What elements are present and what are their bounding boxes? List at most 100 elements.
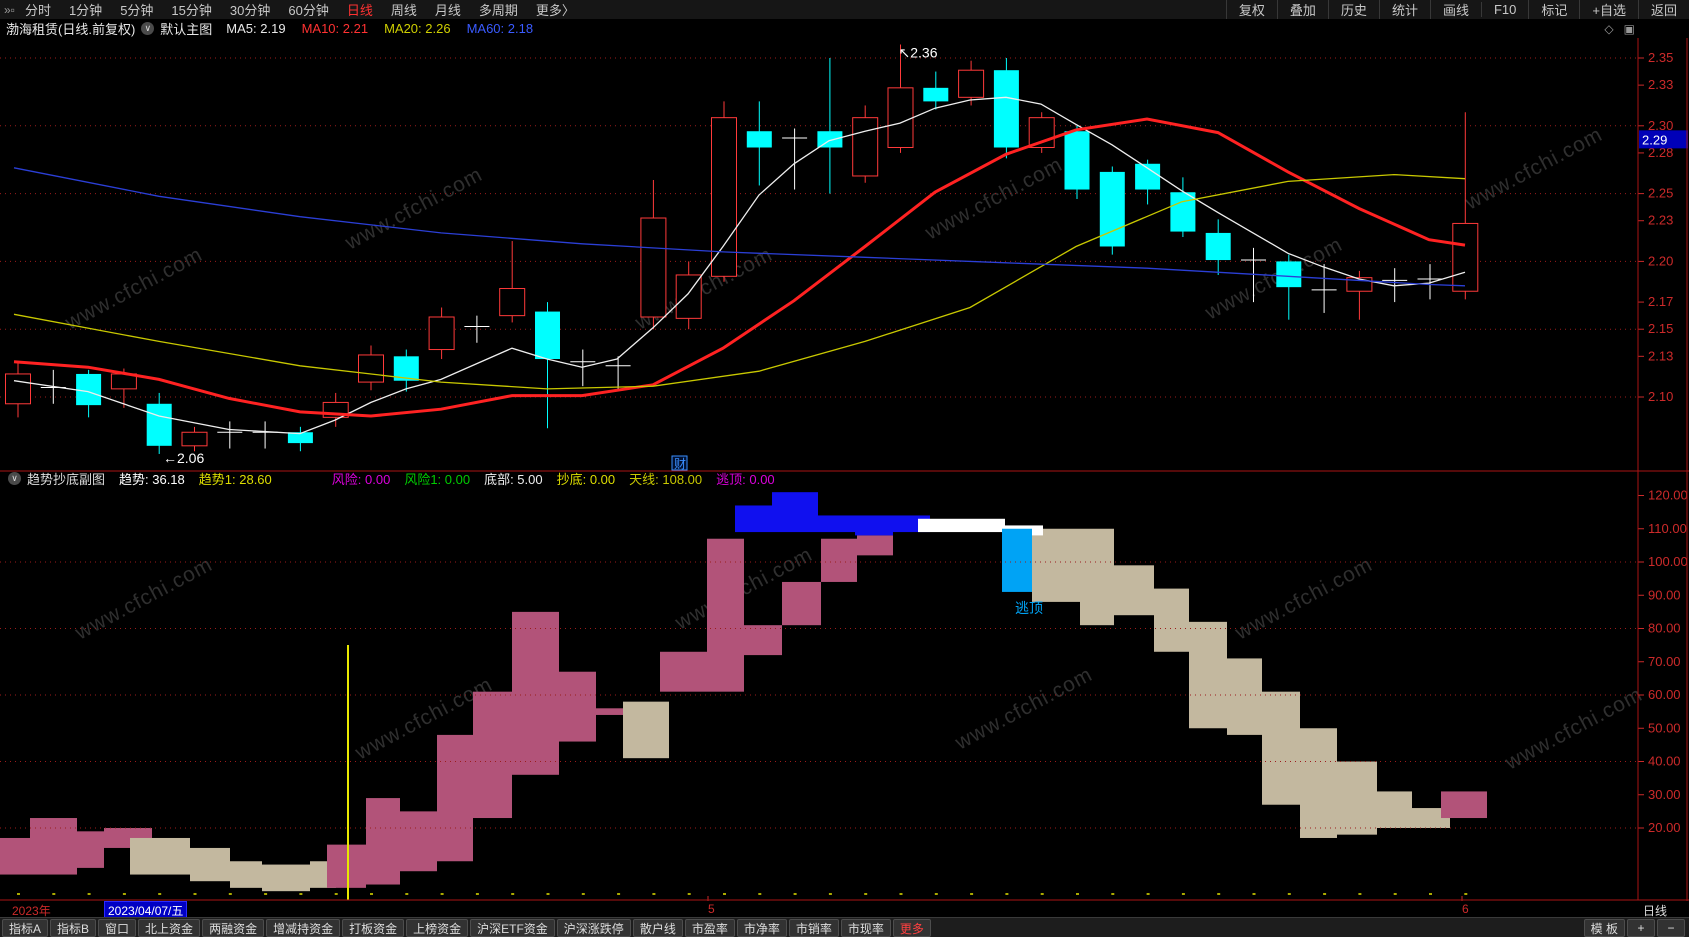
toolbar-button-散户线[interactable]: 散户线 [632,919,683,937]
ribbon-block-tan[interactable] [1154,588,1189,652]
ribbon-block-tan[interactable] [623,701,669,759]
toolbar-button-市销率[interactable]: 市销率 [788,919,839,937]
ribbon-block-tan[interactable] [1114,565,1154,616]
ribbon-block-tan[interactable] [1337,761,1377,835]
layout-split-icon[interactable]: ▣ [1623,21,1635,36]
ribbon-block-cyan[interactable] [1002,528,1032,592]
candle-down[interactable] [1276,261,1302,288]
candle-down[interactable] [146,403,172,446]
candle-down[interactable] [1064,131,1090,190]
ribbon-block-rose[interactable] [77,831,104,868]
ribbon-block-tan[interactable] [1032,528,1080,602]
toolbar-button-指标A[interactable]: 指标A [2,919,49,937]
toolbar-button-市盈率[interactable]: 市盈率 [684,919,735,937]
ribbon-block-rose[interactable] [821,538,857,582]
period-tab-分时[interactable]: 分时 [24,3,51,18]
last-price-tag[interactable] [1639,130,1688,149]
candle-down[interactable] [923,87,949,102]
ribbon-block-tan[interactable] [1080,528,1114,626]
period-tab-5分钟[interactable]: 5分钟 [120,3,154,18]
event-badge-box[interactable] [671,455,688,471]
ribbon-block-tan[interactable] [1412,808,1450,828]
toolbar-button-市现率[interactable]: 市现率 [840,919,891,937]
candle-up[interactable] [358,354,384,383]
ribbon-block-rose[interactable] [744,625,782,656]
toolbar-button-两融资金[interactable]: 两融资金 [202,919,265,937]
candle-up[interactable] [852,117,879,177]
toolbar-button-指标B[interactable]: 指标B [50,919,97,937]
candle-up[interactable] [640,217,667,318]
candle-down[interactable] [1205,232,1231,261]
ribbon-block-rose[interactable] [596,708,623,715]
top-tool-历史[interactable]: 历史 [1327,0,1379,19]
top-tool-复权[interactable]: 复权 [1225,0,1277,19]
zoom-out-button[interactable]: − [1657,919,1685,937]
ribbon-block-tan[interactable] [130,837,190,875]
ribbon-block-tan[interactable] [1377,791,1412,828]
top-tool-F10[interactable]: F10 [1480,2,1528,17]
ribbon-block-blue[interactable] [855,515,893,536]
candle-down[interactable] [1170,192,1196,232]
top-tool-统计[interactable]: 统计 [1378,0,1430,19]
candle-down[interactable] [76,373,102,406]
selected-date-badge[interactable]: 2023/04/07/五 [104,901,188,920]
toolbar-button-增减持资金[interactable]: 增减持资金 [266,919,341,937]
diamond-marker-icon[interactable]: ◇ [1604,21,1614,36]
candle-up[interactable] [5,373,31,405]
ribbon-block-rose[interactable] [707,538,744,692]
toolbar-button-more[interactable]: 更多 [892,919,931,937]
toolbar-button-市净率[interactable]: 市净率 [736,919,787,937]
ribbon-block-rose[interactable] [1441,791,1487,819]
toolbar-button-沪深涨跌停[interactable]: 沪深涨跌停 [556,919,631,937]
candle-up[interactable] [499,288,526,317]
candle-down[interactable] [535,311,560,360]
ribbon-block-blue[interactable] [735,505,772,533]
candle-up[interactable] [711,117,737,277]
ribbon-block-rose[interactable] [473,691,512,819]
candle-down[interactable] [287,432,313,444]
zoom-in-button[interactable]: + [1627,919,1655,937]
toolbar-button-窗口[interactable]: 窗口 [98,919,137,937]
ribbon-block-rose[interactable] [660,651,707,692]
template-button[interactable]: 模 板 [1583,919,1625,937]
top-tool-画线[interactable]: 画线 [1429,0,1481,19]
candle-up[interactable] [181,431,208,447]
toolbar-button-打板资金[interactable]: 打板资金 [342,919,405,937]
ribbon-block-tan[interactable] [230,861,262,888]
ribbon-block-tan[interactable] [262,864,310,892]
period-tab-60分钟[interactable]: 60分钟 [288,3,329,18]
ribbon-block-blue[interactable] [818,515,855,533]
candle-down[interactable] [993,70,1019,148]
ribbon-block-tan[interactable] [1189,621,1227,729]
top-tool-+自选[interactable]: +自选 [1579,0,1638,19]
ribbon-block-blue[interactable] [772,492,818,533]
toolbar-button-沪深ETF资金[interactable]: 沪深ETF资金 [470,919,555,937]
ribbon-block-rose[interactable] [559,671,596,742]
chevron-down-icon[interactable]: ∨ [141,22,155,35]
period-tab-1分钟[interactable]: 1分钟 [68,3,103,18]
ribbon-block-rose[interactable] [437,734,473,862]
ribbon-block-rose[interactable] [366,798,400,885]
main-chart-layout-label[interactable]: 默认主图 [160,22,213,37]
ribbon-block-rose[interactable] [782,581,821,626]
chevron-down-icon[interactable]: ∨ [8,471,21,485]
top-tool-返回[interactable]: 返回 [1637,0,1689,19]
ribbon-block-rose[interactable] [0,837,30,875]
top-tool-标记[interactable]: 标记 [1528,0,1579,19]
ribbon-block-tan[interactable] [190,847,230,882]
period-tab-月线[interactable]: 月线 [434,3,461,18]
candle-up[interactable] [428,316,455,351]
candle-down[interactable] [817,131,843,148]
ribbon-block-rose[interactable] [857,535,893,556]
toolbar-button-北上资金[interactable]: 北上资金 [138,919,201,937]
candle-up[interactable] [1452,222,1479,292]
ribbon-block-rose[interactable] [327,844,366,888]
period-tab-更多〉[interactable]: 更多〉 [535,3,575,18]
ribbon-block-rose[interactable] [512,611,559,775]
toolbar-button-上榜资金[interactable]: 上榜资金 [406,919,469,937]
ribbon-block-tan[interactable] [1300,728,1337,838]
period-tab-30分钟[interactable]: 30分钟 [229,3,271,18]
ribbon-block-white[interactable] [918,518,1005,533]
period-tab-15分钟[interactable]: 15分钟 [171,3,212,18]
